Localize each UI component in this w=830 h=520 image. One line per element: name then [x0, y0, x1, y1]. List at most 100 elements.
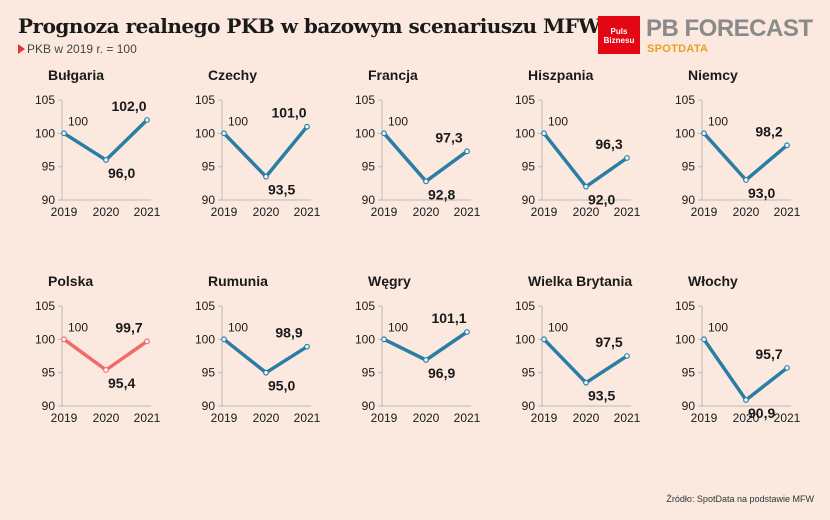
data-point: [103, 367, 109, 373]
x-tick-label: 2020: [93, 205, 120, 219]
data-label: 95,0: [268, 378, 295, 394]
data-point: [304, 123, 310, 130]
logo-main-text: PB FORECAST: [646, 15, 813, 42]
y-tick-label: 90: [682, 193, 696, 207]
data-label: 93,0: [748, 185, 775, 201]
panel-title: Węgry: [368, 273, 411, 289]
y-tick-label: 100: [35, 126, 55, 140]
panel-title: Czechy: [208, 67, 257, 83]
panel-title: Wielka Brytania: [528, 273, 632, 289]
panel-title: Rumunia: [208, 273, 268, 289]
data-label: 93,5: [268, 182, 295, 198]
data-point: [61, 336, 67, 343]
data-point: [784, 365, 790, 371]
y-tick-label: 95: [42, 366, 56, 380]
x-tick-label: 2021: [454, 411, 481, 425]
x-tick-label: 2020: [253, 411, 280, 425]
data-point: [743, 177, 749, 183]
x-tick-label: 2019: [211, 205, 238, 219]
data-point: [784, 142, 790, 149]
data-label: 101,0: [271, 105, 306, 121]
data-point: [624, 353, 630, 359]
x-tick-label: 2021: [134, 411, 161, 425]
data-point: [423, 178, 429, 185]
data-label: 100: [388, 114, 408, 128]
y-tick-label: 90: [362, 193, 376, 207]
data-point: [304, 343, 310, 350]
data-label: 100: [228, 320, 248, 334]
data-point: [103, 157, 109, 163]
x-tick-label: 2019: [531, 411, 558, 425]
y-tick-label: 95: [682, 160, 696, 174]
y-tick-label: 105: [675, 299, 695, 313]
y-tick-label: 95: [362, 160, 376, 174]
y-tick-label: 90: [202, 193, 216, 207]
logo: Puls Biznesu PB FORECAST SPOTDATA: [598, 15, 818, 60]
x-tick-label: 2020: [733, 411, 760, 425]
data-point: [423, 357, 429, 363]
data-label: 92,0: [588, 192, 615, 208]
x-tick-label: 2019: [691, 411, 718, 425]
x-tick-label: 2021: [454, 205, 481, 219]
y-tick-label: 105: [195, 299, 215, 313]
x-tick-label: 2019: [371, 411, 398, 425]
x-tick-label: 2020: [573, 411, 600, 425]
x-tick-label: 2021: [614, 205, 641, 219]
x-tick-label: 2020: [93, 411, 120, 425]
data-point: [263, 173, 269, 180]
y-tick-label: 105: [515, 93, 535, 107]
data-point: [541, 336, 547, 343]
data-point: [144, 338, 150, 345]
x-tick-label: 2021: [774, 205, 801, 219]
panel-title: Bułgaria: [48, 67, 104, 83]
y-tick-label: 95: [202, 366, 216, 380]
y-tick-label: 105: [675, 93, 695, 107]
data-label: 100: [708, 320, 728, 334]
data-point: [221, 336, 227, 343]
data-label: 100: [228, 114, 248, 128]
y-tick-label: 100: [195, 332, 215, 346]
puls-biznesu-logo: Puls Biznesu: [598, 16, 640, 54]
data-label: 100: [68, 114, 88, 128]
x-tick-label: 2019: [211, 411, 238, 425]
x-tick-label: 2019: [691, 205, 718, 219]
y-tick-label: 100: [195, 126, 215, 140]
triangle-marker-icon: [18, 44, 25, 54]
x-tick-label: 2020: [413, 205, 440, 219]
data-label: 100: [388, 320, 408, 334]
y-tick-label: 105: [195, 93, 215, 107]
y-tick-label: 90: [42, 399, 56, 413]
x-tick-label: 2019: [371, 205, 398, 219]
data-label: 95,4: [108, 375, 135, 391]
y-tick-label: 90: [522, 399, 536, 413]
x-tick-label: 2021: [294, 205, 321, 219]
series-line: [222, 337, 309, 375]
data-point: [701, 336, 707, 343]
y-tick-label: 95: [42, 160, 56, 174]
logo-sub-text: SPOTDATA: [647, 43, 709, 55]
data-point: [464, 329, 470, 335]
y-tick-label: 105: [35, 299, 55, 313]
data-label: 96,9: [428, 365, 455, 381]
x-tick-label: 2019: [51, 411, 78, 425]
data-point: [381, 130, 387, 137]
data-point: [541, 130, 547, 137]
data-label: 96,3: [595, 136, 622, 152]
y-tick-label: 90: [362, 399, 376, 413]
y-tick-label: 100: [515, 332, 535, 346]
series-line: [222, 124, 309, 179]
y-tick-label: 90: [522, 193, 536, 207]
data-label: 100: [68, 320, 88, 334]
panel-title: Włochy: [688, 273, 738, 289]
data-label: 101,1: [431, 310, 466, 326]
y-tick-label: 100: [35, 332, 55, 346]
panel-title: Francja: [368, 67, 418, 83]
y-tick-label: 105: [355, 299, 375, 313]
data-label: 100: [548, 320, 568, 334]
subtitle: PKB w 2019 r. = 100: [18, 42, 137, 56]
data-label: 102,0: [111, 98, 146, 114]
y-tick-label: 95: [202, 160, 216, 174]
y-tick-label: 100: [515, 126, 535, 140]
x-tick-label: 2020: [573, 205, 600, 219]
